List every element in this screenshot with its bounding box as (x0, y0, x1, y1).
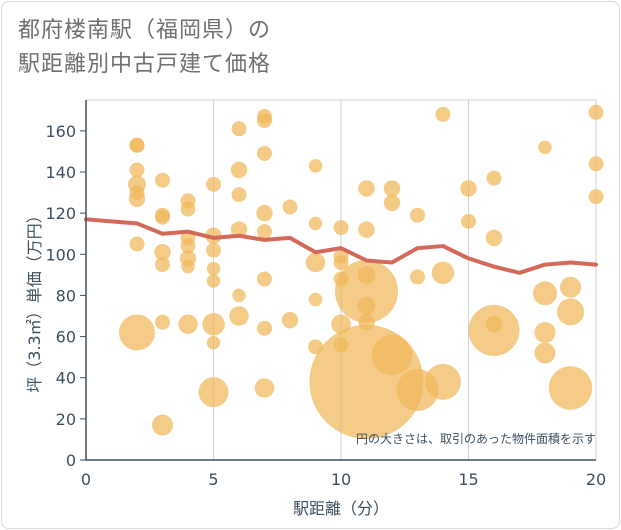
bubble-point (128, 190, 146, 207)
bubble-point (333, 255, 349, 271)
bubble-point (206, 335, 221, 350)
x-axis-title: 駅距離（分） (293, 499, 389, 518)
bubble-point (232, 288, 246, 303)
bubble-point (257, 145, 272, 161)
bubble-point (383, 180, 401, 197)
bubble-point (560, 276, 581, 298)
y-tick-label: 0 (66, 451, 76, 470)
bubble-point (257, 271, 272, 287)
bubble-point (202, 312, 225, 336)
bubble-point (308, 216, 323, 231)
bubble-point (281, 311, 299, 329)
bubble-point (371, 334, 413, 376)
bubble-point (257, 224, 272, 240)
bubble-point (282, 199, 298, 215)
x-tick-label: 20 (586, 470, 606, 489)
bubble-point (129, 236, 145, 252)
bubble-point (154, 243, 171, 261)
bubble-point (383, 194, 401, 212)
bubble-point (538, 140, 552, 155)
bubble-point (178, 314, 198, 334)
bubble-point (230, 221, 248, 238)
bubble-point (256, 204, 273, 222)
bubble-point (257, 113, 272, 129)
bubble-point (335, 259, 398, 323)
bubble-point (534, 342, 556, 364)
bubble-point (358, 221, 375, 238)
bubble-point (468, 304, 520, 356)
bubble-point (230, 161, 248, 179)
bubble-point (206, 274, 221, 288)
bubble-point (155, 314, 170, 330)
bubble-point (533, 281, 557, 306)
bubble-point (155, 209, 170, 225)
chart-title: 都府楼南駅（福岡県）の 駅距離別中古戸建て価格 (18, 14, 271, 82)
bubble-point (435, 106, 451, 122)
x-tick-label: 10 (331, 470, 351, 489)
bubble-point (129, 162, 145, 178)
bubble-point (152, 414, 173, 436)
bubble-point (254, 378, 275, 398)
y-tick-label: 100 (45, 245, 76, 264)
bubble-point (431, 261, 455, 285)
bubble-point (485, 229, 503, 247)
bubble-point (198, 377, 229, 408)
y-tick-label: 40 (56, 369, 76, 388)
bubble-point (257, 320, 272, 336)
bubble-point (305, 252, 326, 273)
x-tick-label: 5 (208, 470, 218, 489)
bubbles-layer (119, 104, 604, 439)
bubble-point (486, 170, 502, 186)
bubble-point (206, 242, 221, 258)
bubble-point (557, 298, 584, 326)
bubble-point (358, 180, 375, 197)
bubble-point (588, 104, 604, 120)
bubble-point (229, 306, 249, 326)
x-tick-label: 0 (81, 470, 91, 489)
bubble-size-note: 円の大きさは、取引のあった物件面積を示す (356, 431, 596, 446)
bubble-point (155, 172, 170, 188)
bubble-point (588, 189, 604, 205)
bubble-point (461, 213, 476, 229)
trend-layer (84, 217, 598, 275)
bubble-point (119, 314, 155, 351)
bubble-point (308, 292, 323, 307)
average-price-line (84, 217, 598, 275)
y-tick-label: 80 (56, 286, 76, 305)
bubble-point (129, 137, 145, 153)
bubble-point (588, 156, 604, 172)
bubble-point (548, 366, 593, 410)
axes-layer: 0 5 10 15 20 0 20 40 60 80 100 120 140 160 (45, 100, 606, 489)
bubble-point (410, 269, 425, 285)
bubble-point (231, 121, 247, 137)
bubble-point (308, 159, 323, 173)
y-tick-label: 20 (56, 410, 76, 429)
y-tick-label: 60 (56, 328, 76, 347)
y-axis-title: 坪（3.3㎡）単価（万円） (25, 207, 44, 392)
bubble-point (181, 259, 195, 274)
chart-title-line-1: 都府楼南駅（福岡県）の (18, 18, 272, 43)
y-tick-label: 140 (45, 163, 76, 182)
bubble-point (410, 207, 425, 223)
bubble-point (206, 261, 221, 276)
x-tick-label: 15 (458, 470, 478, 489)
bubble-point (333, 220, 349, 236)
bubble-point (460, 180, 477, 197)
bubble-point (534, 321, 556, 343)
bubble-point (231, 187, 247, 203)
y-tick-label: 160 (45, 122, 76, 141)
bubble-point (155, 257, 170, 273)
bubble-point (180, 201, 196, 217)
chart-title-line-2: 駅距離別中古戸建て価格 (18, 52, 272, 77)
bubble-point (357, 296, 376, 315)
bubble-point (425, 363, 461, 400)
y-tick-label: 120 (45, 204, 76, 223)
bubble-point (180, 238, 196, 254)
bubble-point (206, 176, 221, 192)
